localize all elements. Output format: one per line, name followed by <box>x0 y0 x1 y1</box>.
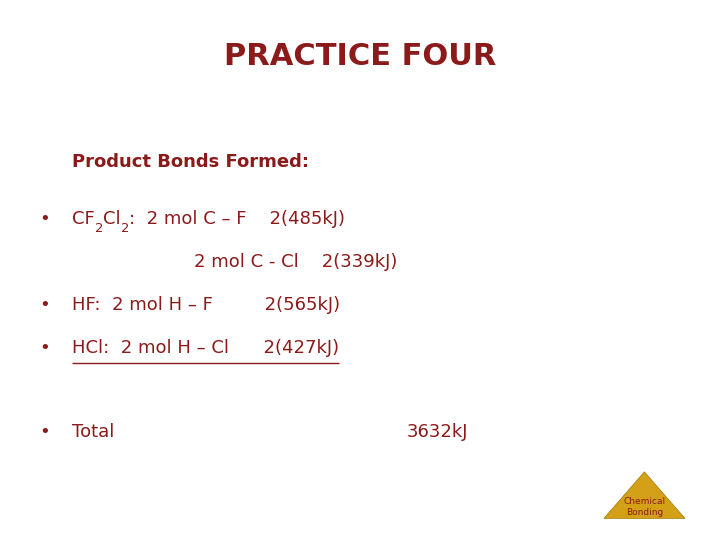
Text: 3632kJ: 3632kJ <box>407 423 468 441</box>
Text: HCl:  2 mol H – Cl      2(427kJ): HCl: 2 mol H – Cl 2(427kJ) <box>72 339 339 357</box>
Text: 2 mol C - Cl    2(339kJ): 2 mol C - Cl 2(339kJ) <box>194 253 397 271</box>
Text: Chemical
Bonding: Chemical Bonding <box>624 497 665 517</box>
Text: CF: CF <box>72 210 95 228</box>
Text: •: • <box>40 296 50 314</box>
Text: Cl: Cl <box>103 210 121 228</box>
Polygon shape <box>604 472 685 518</box>
Text: :  2 mol C – F    2(485kJ): : 2 mol C – F 2(485kJ) <box>129 210 345 228</box>
Text: Total: Total <box>72 423 114 441</box>
Text: PRACTICE FOUR: PRACTICE FOUR <box>224 42 496 71</box>
Text: HF:  2 mol H – F         2(565kJ): HF: 2 mol H – F 2(565kJ) <box>72 296 340 314</box>
Text: 2: 2 <box>121 222 129 235</box>
Text: •: • <box>40 210 50 228</box>
Text: •: • <box>40 423 50 441</box>
Text: 2: 2 <box>95 222 103 235</box>
Text: •: • <box>40 339 50 357</box>
Text: Product Bonds Formed:: Product Bonds Formed: <box>72 153 309 171</box>
